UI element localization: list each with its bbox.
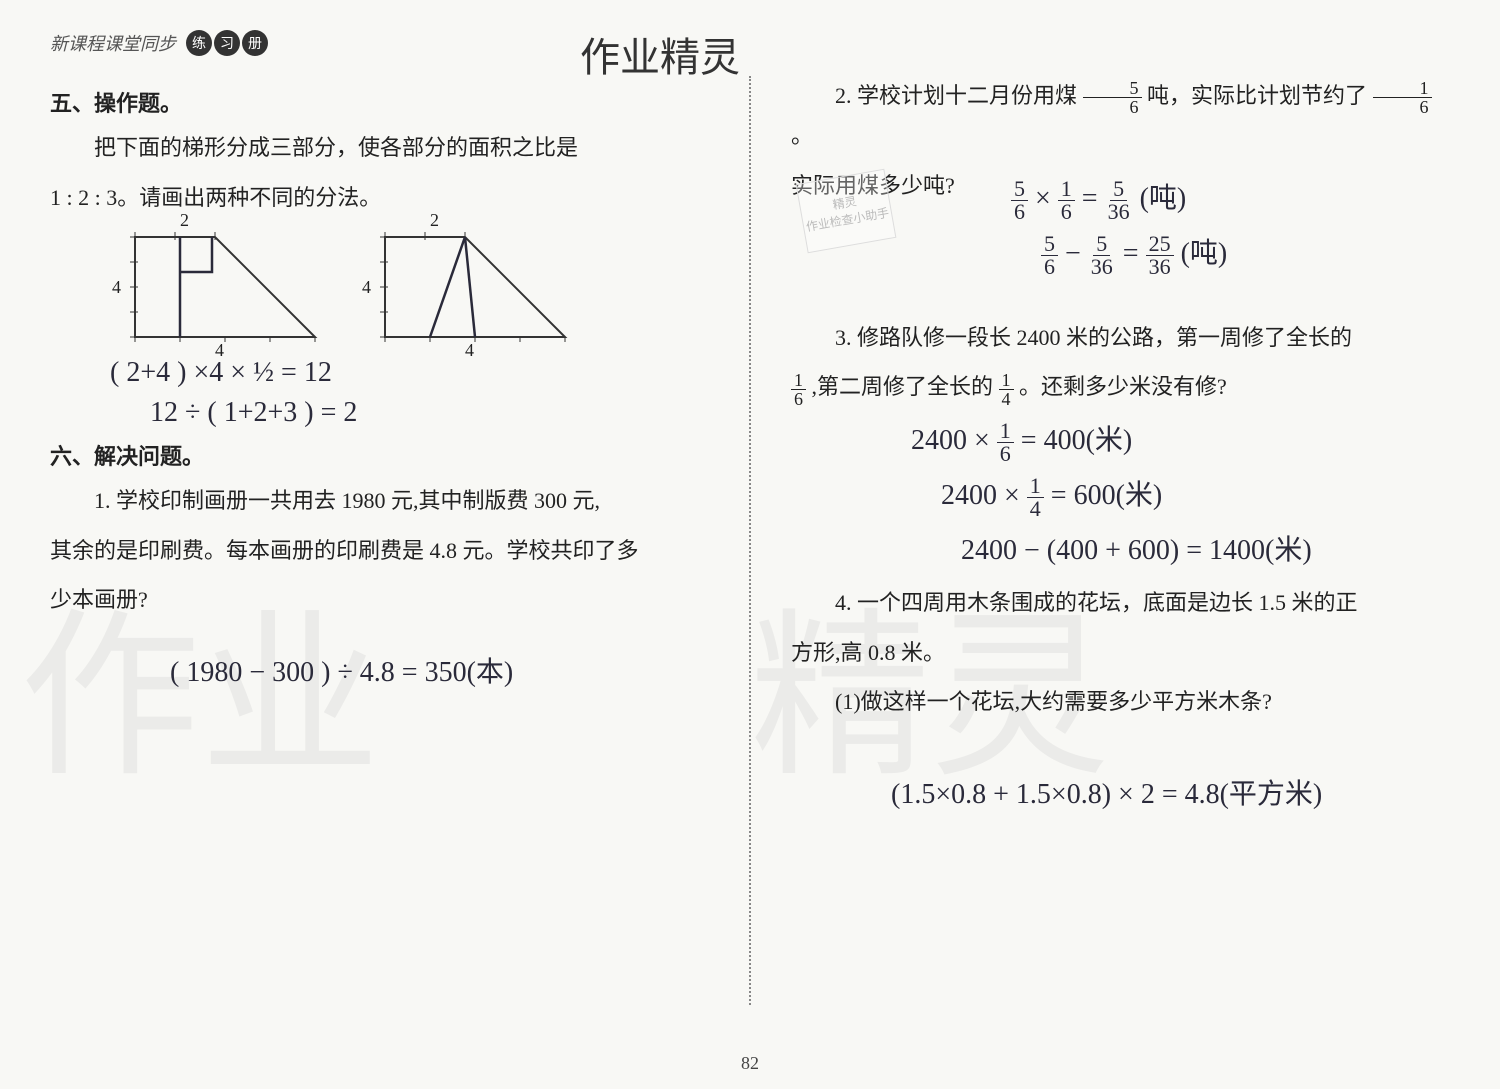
trapezoid-diagrams: 2 4 4 — [130, 232, 709, 342]
handwritten-header: 作业精灵 — [580, 25, 740, 83]
section-5-title: 五、操作题。 — [50, 86, 709, 118]
column-divider — [749, 76, 751, 1005]
fraction: 16 — [1373, 79, 1432, 116]
badge-group: 练 习 册 — [184, 30, 268, 56]
left-column: 五、操作题。 把下面的梯形分成三部分，使各部分的面积之比是 1 : 2 : 3。… — [50, 76, 709, 1005]
q2-mid: 吨，实际比计划节约了 — [1147, 83, 1367, 108]
section-5-text: 把下面的梯形分成三部分，使各部分的面积之比是 — [50, 128, 709, 168]
q1-text: 其余的是印刷费。每本画册的印刷费是 4.8 元。学校共印了多 — [50, 531, 709, 571]
q2-post: 。 — [791, 123, 813, 148]
page-number: 82 — [741, 1053, 759, 1074]
fraction: 16 — [791, 371, 806, 408]
badge-icon: 习 — [214, 30, 240, 56]
trapezoid-svg — [380, 232, 570, 342]
q1-text: 少本画册? — [50, 580, 709, 620]
q4-text: 方形,高 0.8 米。 — [791, 633, 1450, 673]
right-column: 2. 学校计划十二月份用煤 56 吨，实际比计划节约了 16 。 实际用煤多少吨… — [791, 76, 1450, 1005]
q2-text: 2. 学校计划十二月份用煤 56 吨，实际比计划节约了 16 。 — [791, 76, 1450, 156]
q3-answer-1: 2400 × 16 = 400(米) — [911, 418, 1450, 465]
q4-sub1: (1)做这样一个花坛,大约需要多少平方米木条? — [791, 682, 1450, 722]
q2-answer-1: 56 × 16 = 536 (吨) — [1011, 176, 1450, 223]
badge-icon: 册 — [242, 30, 268, 56]
q3-answer-2: 2400 × 14 = 600(米) — [941, 473, 1450, 520]
q3-text: 3. 修路队修一段长 2400 米的公路，第一周修了全长的 — [791, 318, 1450, 358]
hw-calc-1: ( 2+4 ) ×4 × ½ = 12 — [110, 357, 709, 389]
hw-calc-2: 12 ÷ ( 1+2+3 ) = 2 — [150, 397, 709, 429]
trapezoid-svg — [130, 232, 320, 342]
q4-text: 4. 一个四周用木条围成的花坛，底面是边长 1.5 米的正 — [791, 583, 1450, 623]
dim-top: 2 — [180, 210, 189, 231]
page-header: 新课程课堂同步 练 习 册 — [50, 30, 1450, 56]
q4-answer: (1.5×0.8 + 1.5×0.8) × 2 = 4.8(平方米) — [891, 772, 1450, 812]
trapezoid-2: 2 4 4 — [380, 232, 570, 342]
book-title: 新课程课堂同步 — [50, 30, 176, 56]
q1-answer: ( 1980 − 300 ) ÷ 4.8 = 350(本) — [170, 650, 709, 690]
dim-bottom: 4 — [215, 340, 224, 361]
section-5-text: 1 : 2 : 3。请画出两种不同的分法。 — [50, 178, 709, 218]
q1-text: 1. 学校印制画册一共用去 1980 元,其中制版费 300 元, — [50, 481, 709, 521]
stamp-icon: 精灵 作业检查小助手 — [796, 169, 897, 254]
fraction: 56 — [1083, 79, 1142, 116]
dim-left: 4 — [362, 277, 371, 298]
dim-top: 2 — [430, 210, 439, 231]
badge-icon: 练 — [186, 30, 212, 56]
fraction: 14 — [999, 371, 1014, 408]
q3-text: 16 ,第二周修了全长的 14 。还剩多少米没有修? — [791, 367, 1450, 407]
section-6-title: 六、解决问题。 — [50, 439, 709, 471]
dim-bottom: 4 — [465, 340, 474, 361]
trapezoid-1: 2 4 4 — [130, 232, 320, 342]
q2-pre: 2. 学校计划十二月份用煤 — [835, 83, 1077, 108]
q2-answer-2: 56 − 536 = 2536 (吨) — [1041, 231, 1450, 278]
content-columns: 五、操作题。 把下面的梯形分成三部分，使各部分的面积之比是 1 : 2 : 3。… — [50, 76, 1450, 1005]
q3-answer-3: 2400 − (400 + 600) = 1400(米) — [961, 528, 1450, 568]
dim-left: 4 — [112, 277, 121, 298]
